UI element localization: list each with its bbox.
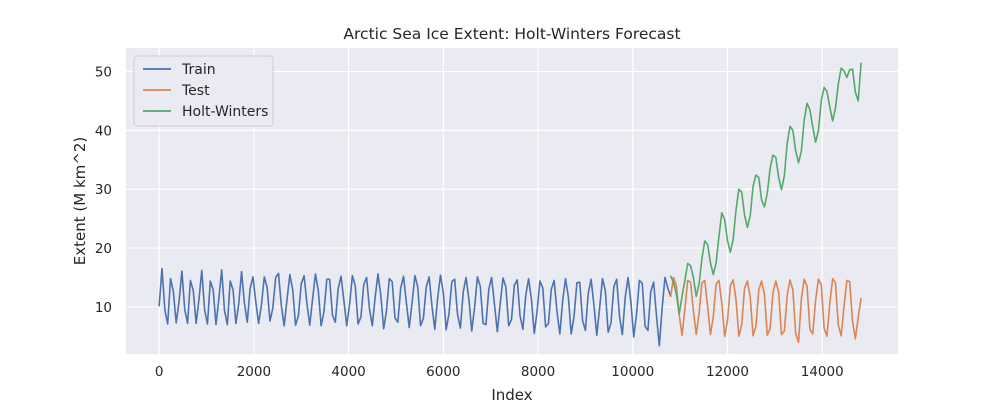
series-layer xyxy=(158,62,862,347)
x-tick-label: 0 xyxy=(155,364,164,380)
series-line-train xyxy=(158,267,672,347)
y-tick-label: 40 xyxy=(95,123,112,139)
y-tick-label: 10 xyxy=(95,300,112,316)
legend-entry: Train xyxy=(181,62,216,78)
legend-box xyxy=(133,55,274,127)
series-line-holt-winters xyxy=(669,62,862,315)
y-tick-label: 50 xyxy=(95,65,112,81)
y-axis-label: Extent (M km^2) xyxy=(71,137,89,265)
legend: Train Test Holt-Winters xyxy=(133,55,274,127)
x-tick-label: 2000 xyxy=(237,364,271,380)
series-line-test xyxy=(669,276,862,344)
chart-title: Arctic Sea Ice Extent: Holt-Winters Fore… xyxy=(343,25,680,43)
x-tick-label: 12000 xyxy=(706,364,749,380)
x-tick-label: 6000 xyxy=(426,364,460,380)
x-tick-label: 14000 xyxy=(801,364,844,380)
x-axis-label: Index xyxy=(491,386,532,400)
legend-entry: Test xyxy=(181,83,210,99)
y-tick-label: 20 xyxy=(95,241,112,257)
x-tick-label: 4000 xyxy=(331,364,365,380)
x-tick-label: 10000 xyxy=(611,364,654,380)
legend-entry: Holt-Winters xyxy=(182,104,268,120)
tick-labels: 0 2000 4000 6000 8000 10000 12000 14000 10 20 30 40… xyxy=(95,65,844,380)
x-tick-label: 8000 xyxy=(521,364,555,380)
y-tick-label: 30 xyxy=(95,182,112,198)
